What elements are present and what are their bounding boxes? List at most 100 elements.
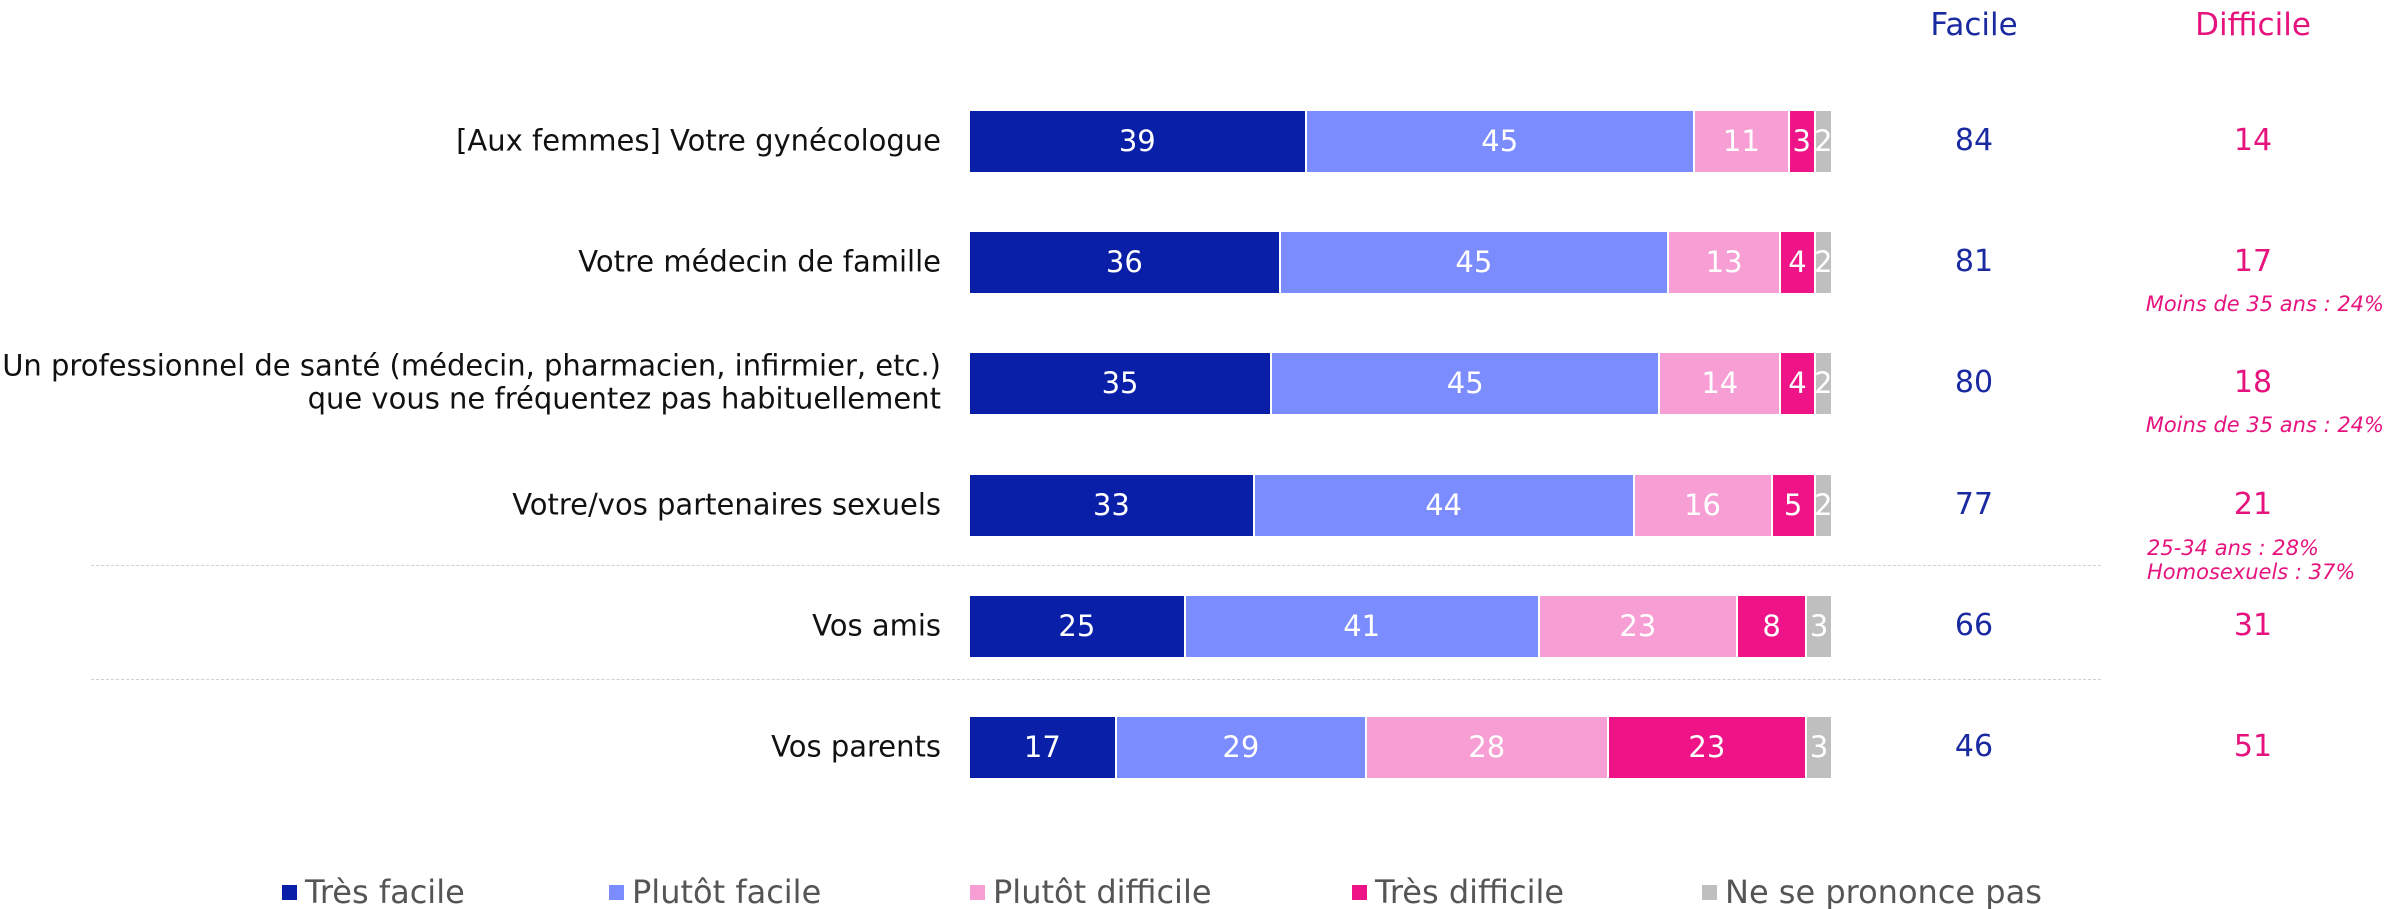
total-value: 51	[2233, 728, 2273, 764]
legend-item: Plutôt facile	[609, 873, 821, 909]
legend-swatch	[609, 884, 624, 900]
total-value: 17	[2233, 243, 2273, 279]
column-header: Facile	[1930, 7, 2018, 44]
bar-segment: 4	[1781, 352, 1814, 414]
value-label: 29	[1222, 730, 1260, 764]
bar-segment: 23	[1608, 716, 1806, 778]
value-label: 2	[1814, 124, 1833, 158]
separator	[91, 679, 2101, 680]
total-value: 80	[1954, 364, 1994, 400]
bar-segment: 16	[1634, 474, 1771, 536]
note: 25-34 ans : 28% Homosexuels : 37%	[2147, 535, 2356, 584]
value-label: 2	[1814, 366, 1833, 400]
value-label: 17	[1023, 730, 1061, 764]
bar-segment: 29	[1116, 716, 1365, 778]
bar-segment: 44	[1254, 474, 1633, 536]
total-value: 81	[1954, 243, 1994, 279]
value-label: 45	[1446, 366, 1484, 400]
total-value: 77	[1954, 486, 1994, 522]
bar-segment: 45	[1280, 231, 1668, 293]
value-label: 14	[1701, 366, 1739, 400]
legend-item: Ne se prononce pas	[1702, 873, 2042, 909]
bar-segment: 35	[970, 352, 1271, 414]
value-label: 3	[1792, 124, 1811, 158]
bar-segment: 36	[970, 231, 1279, 293]
category-label: Votre médecin de famille	[578, 244, 941, 279]
bar-segment: 3	[1807, 595, 1831, 657]
value-label: 45	[1455, 245, 1493, 279]
legend-swatch	[1352, 884, 1367, 900]
legend-swatch	[1702, 884, 1717, 900]
legend-label: Très facile	[305, 873, 465, 909]
total-value: 66	[1954, 607, 1994, 643]
value-label: 36	[1105, 245, 1143, 279]
bar-segment: 39	[970, 110, 1305, 172]
value-label: 4	[1788, 245, 1807, 279]
column-header: Difficile	[2195, 7, 2311, 44]
bar-segment: 3	[1807, 716, 1831, 778]
legend-swatch	[970, 884, 985, 900]
bar-segment: 11	[1694, 110, 1788, 172]
bar-segment: 28	[1366, 716, 1607, 778]
bar-segment: 4	[1781, 231, 1814, 293]
bar-segment: 3	[1789, 110, 1814, 172]
value-label: 44	[1425, 488, 1463, 522]
total-value: 14	[2233, 122, 2273, 158]
note: Moins de 35 ans : 24%	[2145, 412, 2384, 437]
value-label: 41	[1343, 609, 1381, 643]
category-label: Vos parents	[771, 729, 941, 764]
bar-segment: 2	[1814, 352, 1833, 414]
legend-swatch	[282, 884, 297, 900]
category-label: Un professionnel de santé (médecin, phar…	[2, 348, 941, 416]
bar-segment: 45	[1272, 352, 1659, 414]
category-label: Votre/vos partenaires sexuels	[512, 487, 941, 522]
total-value: 84	[1954, 122, 1994, 158]
total-value: 31	[2233, 607, 2273, 643]
bar-segment: 25	[970, 595, 1184, 657]
value-label: 4	[1788, 366, 1807, 400]
bar-segment: 2	[1814, 110, 1833, 172]
value-label: 23	[1688, 730, 1726, 764]
value-label: 16	[1684, 488, 1721, 522]
bar-segment: 2	[1814, 474, 1833, 536]
value-label: 3	[1809, 609, 1829, 643]
category-label: [Aux femmes] Votre gynécologue	[456, 123, 941, 158]
value-label: 28	[1468, 730, 1506, 764]
legend-label: Plutôt facile	[632, 873, 822, 909]
legend-item: Plutôt difficile	[970, 873, 1212, 909]
value-label: 35	[1101, 366, 1139, 400]
legend-label: Très difficile	[1375, 873, 1565, 909]
value-label: 2	[1814, 245, 1833, 279]
note: Moins de 35 ans : 24%	[2145, 291, 2384, 316]
bar-segment: 45	[1306, 110, 1693, 172]
bar-segment: 5	[1772, 474, 1814, 536]
value-label: 13	[1705, 245, 1743, 279]
value-label: 3	[1809, 730, 1829, 764]
total-value: 46	[1954, 728, 1994, 764]
bar-segment: 8	[1738, 595, 1806, 657]
bar-segment: 41	[1185, 595, 1538, 657]
value-label: 5	[1783, 488, 1803, 522]
bar-segment: 23	[1539, 595, 1737, 657]
bar-segment: 14	[1660, 352, 1780, 414]
total-value: 21	[2233, 486, 2273, 522]
value-label: 33	[1092, 488, 1130, 522]
value-label: 2	[1814, 488, 1833, 522]
total-value: 18	[2233, 364, 2273, 400]
bar-segment: 2	[1814, 231, 1833, 293]
value-label: 39	[1118, 124, 1156, 158]
value-label: 25	[1058, 609, 1096, 643]
value-label: 8	[1762, 609, 1781, 643]
legend-item: Très facile	[282, 873, 465, 909]
value-label: 45	[1481, 124, 1519, 158]
separator	[91, 565, 2101, 566]
bar-segment: 33	[970, 474, 1253, 536]
legend-label: Plutôt difficile	[993, 873, 1212, 909]
bar-segment: 17	[970, 716, 1115, 778]
legend-item: Très difficile	[1352, 873, 1564, 909]
legend-label: Ne se prononce pas	[1725, 873, 2042, 909]
bar-segment: 13	[1669, 231, 1780, 293]
value-label: 23	[1619, 609, 1657, 643]
value-label: 11	[1722, 124, 1760, 158]
